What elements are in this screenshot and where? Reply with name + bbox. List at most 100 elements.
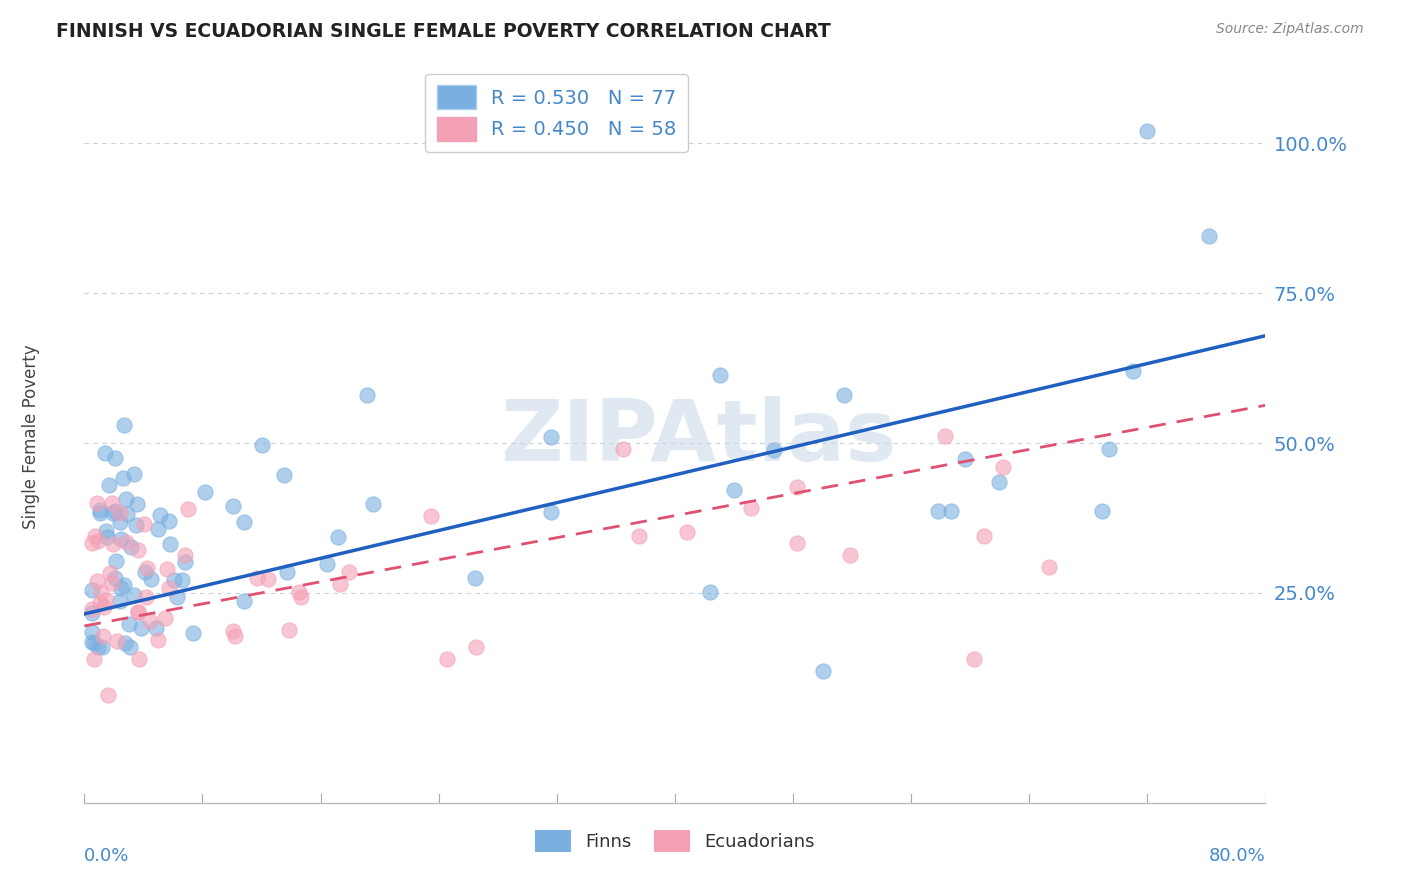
Point bbox=[540, 505, 562, 519]
Point bbox=[89, 503, 111, 517]
Point bbox=[114, 636, 136, 650]
Point bbox=[464, 571, 486, 585]
Point bbox=[90, 640, 112, 654]
Point bbox=[153, 611, 176, 625]
Point bbox=[110, 532, 132, 546]
Point bbox=[80, 606, 103, 620]
Point bbox=[94, 593, 117, 607]
Point bbox=[287, 585, 309, 599]
Point bbox=[927, 504, 949, 518]
Point bbox=[80, 601, 103, 615]
Point bbox=[224, 629, 246, 643]
Point bbox=[628, 529, 651, 543]
Point bbox=[157, 581, 180, 595]
Point bbox=[134, 565, 156, 579]
Point bbox=[276, 565, 298, 579]
Point bbox=[83, 652, 105, 666]
Point bbox=[250, 438, 273, 452]
Point bbox=[108, 516, 131, 530]
Point bbox=[1122, 364, 1144, 378]
Point bbox=[166, 590, 188, 604]
Point bbox=[114, 535, 136, 549]
Point bbox=[120, 540, 142, 554]
Point bbox=[278, 624, 301, 638]
Point bbox=[786, 536, 808, 550]
Point bbox=[290, 590, 312, 604]
Point bbox=[356, 388, 378, 402]
Point bbox=[156, 562, 179, 576]
Point bbox=[194, 484, 217, 499]
Point bbox=[163, 573, 186, 587]
Point bbox=[98, 477, 121, 491]
Point bbox=[115, 491, 138, 506]
Point bbox=[1136, 124, 1159, 138]
Point bbox=[834, 388, 856, 402]
Point bbox=[786, 480, 808, 494]
Point bbox=[112, 418, 135, 433]
Point bbox=[177, 502, 200, 516]
Point bbox=[540, 430, 562, 444]
Point bbox=[1090, 504, 1112, 518]
Point bbox=[934, 429, 956, 443]
Point bbox=[181, 626, 204, 640]
Point bbox=[89, 596, 111, 610]
Point bbox=[105, 633, 128, 648]
Point bbox=[420, 508, 443, 523]
Point bbox=[1198, 228, 1220, 243]
Point bbox=[108, 594, 131, 608]
Point bbox=[112, 578, 135, 592]
Point bbox=[1098, 442, 1121, 456]
Text: Source: ZipAtlas.com: Source: ZipAtlas.com bbox=[1216, 22, 1364, 37]
Point bbox=[83, 636, 105, 650]
Point bbox=[129, 621, 152, 635]
Point bbox=[89, 506, 111, 520]
Point bbox=[127, 542, 149, 557]
Point bbox=[257, 572, 280, 586]
Point bbox=[104, 504, 127, 518]
Point bbox=[104, 450, 127, 465]
Point bbox=[86, 495, 108, 509]
Point bbox=[170, 573, 193, 587]
Point bbox=[987, 475, 1010, 489]
Point bbox=[174, 549, 197, 563]
Text: 80.0%: 80.0% bbox=[1209, 847, 1265, 864]
Point bbox=[811, 664, 834, 678]
Point bbox=[316, 557, 339, 571]
Point bbox=[94, 446, 117, 460]
Point bbox=[97, 688, 120, 702]
Point bbox=[329, 577, 352, 591]
Point bbox=[134, 517, 156, 532]
Point bbox=[612, 442, 634, 456]
Point bbox=[127, 605, 149, 619]
Point bbox=[93, 629, 115, 643]
Point bbox=[221, 624, 243, 639]
Point bbox=[83, 529, 105, 543]
Point bbox=[101, 575, 124, 590]
Point bbox=[117, 507, 139, 521]
Point bbox=[80, 634, 103, 648]
Point bbox=[676, 524, 699, 539]
Point bbox=[699, 585, 721, 599]
Point bbox=[105, 553, 128, 567]
Point bbox=[246, 571, 269, 585]
Point bbox=[80, 582, 103, 597]
Point bbox=[222, 500, 245, 514]
Point bbox=[86, 640, 108, 654]
Point bbox=[149, 508, 172, 523]
Point bbox=[94, 524, 117, 538]
Point bbox=[1038, 560, 1060, 574]
Point bbox=[991, 460, 1014, 475]
Point bbox=[273, 467, 295, 482]
Point bbox=[363, 498, 385, 512]
Point bbox=[120, 640, 142, 654]
Point bbox=[103, 506, 125, 520]
Point bbox=[93, 599, 115, 614]
Point bbox=[723, 483, 745, 498]
Point bbox=[90, 584, 112, 599]
Point bbox=[709, 368, 731, 383]
Point bbox=[128, 652, 150, 666]
Point bbox=[127, 605, 149, 619]
Point bbox=[141, 572, 163, 586]
Point bbox=[111, 471, 134, 485]
Point bbox=[953, 451, 976, 466]
